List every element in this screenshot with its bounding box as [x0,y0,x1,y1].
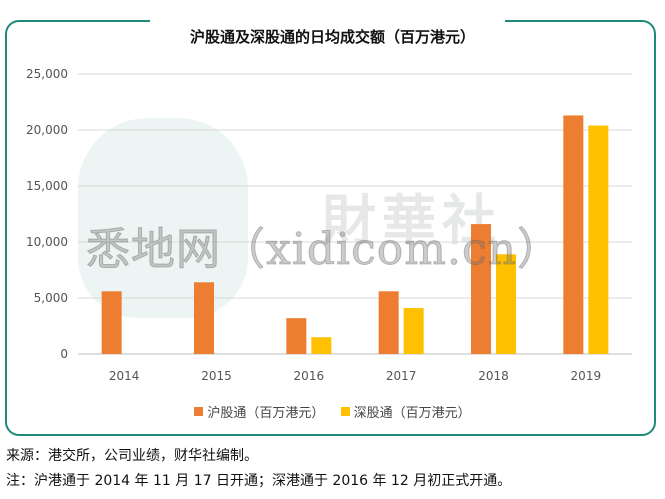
y-tick-label: 10,000 [26,235,68,249]
y-tick-label: 0 [60,347,68,361]
source-note: 来源：港交所，公司业绩，财华社编制。 [6,448,258,464]
x-tick-label: 2017 [386,369,417,383]
bar-chart: 0 5,000 10,000 15,000 20,000 25,000 2014 2015 20… [26,67,632,383]
y-tick-label: 20,000 [26,123,68,137]
x-tick-label: 2014 [109,369,140,383]
bar-sz-connect [496,254,516,354]
bar-sh-connect [101,291,122,354]
remark-note: 注：沪港通于 2014 年 11 月 17 日开通；深港通于 2016 年 12… [6,473,512,489]
watermark-site: 悉地网（xidicom.cn） [86,224,562,276]
x-tick-label: 2016 [294,369,325,383]
legend: 沪股通（百万港元） 深股通（百万港元） [0,402,665,421]
watermark-brand: 財華社 [322,188,502,252]
bar-sh-connect [563,115,584,354]
legend-swatch-sh [194,407,204,416]
x-tick-label: 2015 [201,369,232,383]
chart-title: 沪股通及深股通的日均成交额（百万港元） [189,28,475,46]
bar-sh-connect [286,318,307,354]
legend-label-sz: 深股通（百万港元） [353,406,471,421]
legend-label-sh: 沪股通（百万港元） [207,406,325,421]
bar-sz-connect [403,308,424,354]
legend-item-sz: 深股通（百万港元） [340,402,471,421]
y-tick-label: 15,000 [26,179,68,193]
bar-sh-connect [194,282,214,354]
x-tick-label: 2019 [571,369,602,383]
y-tick-label: 5,000 [34,291,68,305]
y-tick-label: 25,000 [26,67,68,81]
bar-sh-connect [471,224,491,354]
legend-item-sh: 沪股通（百万港元） [194,402,324,421]
bar-sz-connect [311,337,332,354]
watermark-logo-icon [78,118,248,318]
legend-swatch-sz [340,407,350,416]
chart-frame [5,20,656,436]
title-background [150,18,505,42]
x-tick-label: 2018 [478,369,509,383]
bar-sh-connect [378,291,399,354]
notes: 来源：港交所，公司业绩，财华社编制。 注：沪港通于 2014 年 11 月 17… [6,444,511,494]
bar-sz-connect [588,125,609,355]
